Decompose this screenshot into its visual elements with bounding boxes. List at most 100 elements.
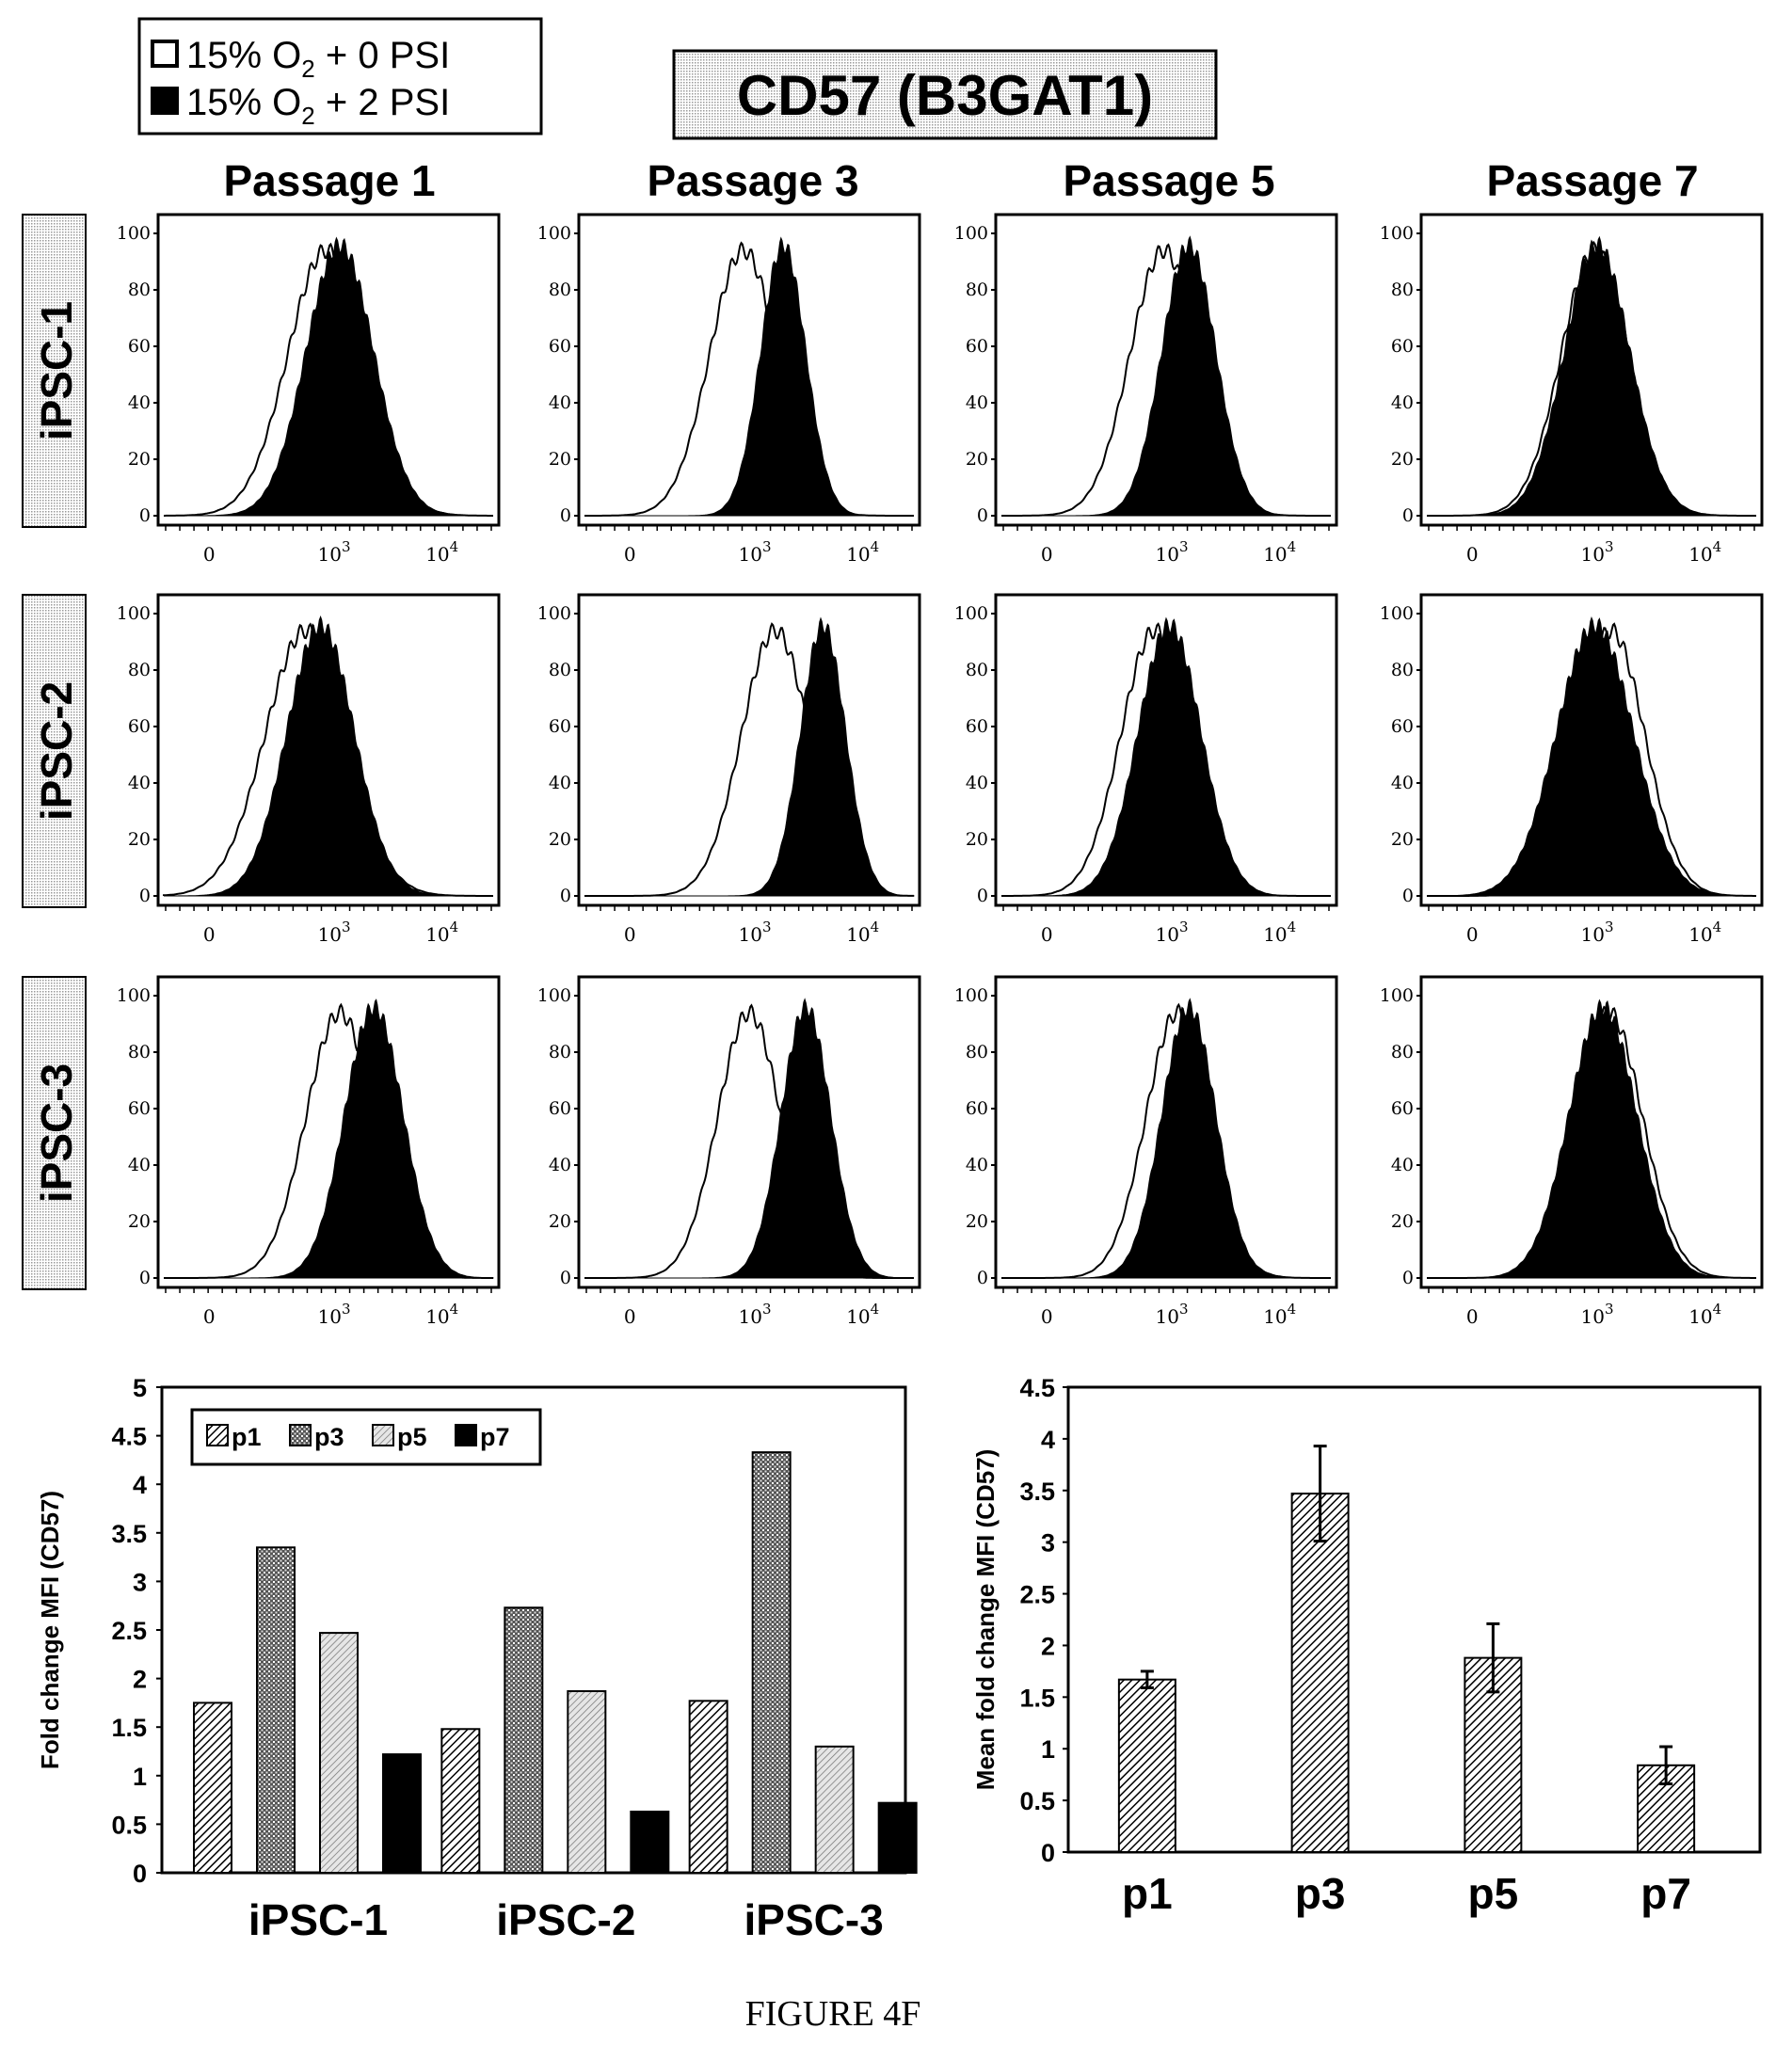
y-tick-label: 1: [133, 1763, 147, 1791]
x-tick-base: 10: [425, 923, 449, 946]
bar-p3: [751, 1451, 792, 1875]
histogram-open: [1001, 622, 1331, 897]
bar-p7: [630, 1810, 670, 1875]
y-tick-label: 80: [966, 1042, 988, 1062]
y-tick-label: 0: [977, 886, 988, 906]
x-tick-label: 0: [203, 1305, 216, 1328]
x-tick-exp: 4: [1713, 919, 1722, 935]
y-tick-label: 2.5: [1019, 1581, 1055, 1609]
mean-fold-change-chart: 0 0.5 1 1.5 2 2.5 3 3.5 4 4.5 Mean fold change MFI…: [971, 1374, 1762, 1918]
legend-swatch-p5: [372, 1424, 394, 1446]
x-tick-label: 104: [1688, 1301, 1721, 1328]
row-header-label: iPSC-3: [32, 1063, 81, 1203]
y-tick-label: 0: [977, 1268, 988, 1288]
x-category-label: p7: [1640, 1869, 1691, 1918]
x-tick-label: 103: [1581, 1301, 1614, 1328]
bar-p1: [193, 1702, 232, 1875]
y-tick-label: 20: [549, 829, 571, 850]
histogram-open: [584, 241, 914, 517]
y-tick-label: 3: [133, 1568, 147, 1596]
x-tick-exp: 4: [871, 1301, 880, 1318]
y-tick-label: 1.5: [111, 1714, 147, 1742]
x-tick-base: 0: [624, 923, 636, 946]
x-tick-label: 0: [1041, 1305, 1053, 1328]
x-tick-base: 0: [1466, 923, 1479, 946]
x-tick-label: 0: [1466, 923, 1479, 946]
y-tick-label: 40: [549, 773, 571, 793]
y-tick-label: 40: [128, 392, 151, 413]
y-tick-label: 20: [128, 449, 151, 470]
x-tick-exp: 3: [342, 1301, 351, 1318]
legend-swatch-p3: [289, 1424, 312, 1446]
histogram-filled: [1427, 616, 1757, 897]
x-tick-label: 104: [1263, 538, 1296, 566]
x-tick-base: 0: [203, 923, 216, 946]
x-tick-base: 0: [203, 543, 216, 566]
x-tick-exp: 3: [1605, 538, 1614, 555]
x-tick-label: 0: [1466, 543, 1479, 566]
bar-p7: [877, 1801, 918, 1875]
y-tick-label: 0: [1402, 886, 1414, 906]
bar-p5: [567, 1690, 607, 1874]
x-tick-label: 103: [318, 1301, 351, 1328]
x-tick-exp: 4: [450, 538, 459, 555]
row-header-box: [22, 594, 87, 908]
x-tick-exp: 3: [1179, 919, 1189, 935]
y-tick-label: 40: [966, 773, 988, 793]
legend-label-p5: p5: [397, 1423, 427, 1451]
y-tick-label: 80: [1391, 280, 1414, 300]
y-tick-label: 40: [549, 1155, 571, 1175]
x-tick-base: 10: [846, 923, 870, 946]
y-tick-label: 80: [128, 280, 151, 300]
y-tick-label: 0: [560, 505, 571, 526]
y-tick-label: 3: [1041, 1529, 1055, 1558]
histogram-open: [164, 242, 493, 517]
legend-swatch-p1: [206, 1424, 229, 1446]
x-tick-exp: 3: [762, 919, 772, 935]
x-category-label: iPSC-3: [744, 1895, 884, 1944]
y-tick-label: 80: [1391, 1042, 1414, 1062]
x-tick-exp: 4: [1713, 538, 1722, 555]
x-tick-exp: 4: [450, 1301, 459, 1318]
legend-label-p3: p3: [314, 1423, 344, 1451]
y-tick-label: 40: [549, 392, 571, 413]
y-tick-label: 4.5: [111, 1423, 147, 1451]
bar-p1: [688, 1700, 728, 1875]
y-tick-label: 100: [1380, 223, 1414, 244]
x-tick-label: 103: [318, 919, 351, 946]
bar-legend: p1 p3 p5 p7: [190, 1408, 542, 1466]
x-tick-base: 10: [1263, 923, 1287, 946]
x-tick-base: 10: [846, 543, 870, 566]
marker-title: CD57 (B3GAT1): [737, 64, 1153, 127]
x-tick-base: 0: [1041, 923, 1053, 946]
x-tick-base: 10: [318, 1305, 342, 1328]
legend-label-open: 15% O2 + 0 PSI: [186, 35, 450, 83]
y-tick-label: 4: [1041, 1426, 1055, 1454]
legend-label-filled: 15% O2 + 2 PSI: [186, 82, 450, 130]
top-legend: 15% O2 + 0 PSI 15% O2 + 2 PSI: [137, 17, 543, 136]
y-tick-label: 60: [128, 1098, 151, 1119]
y-tick-label: 60: [128, 716, 151, 737]
x-tick-label: 0: [203, 923, 216, 946]
x-tick-exp: 4: [1288, 1301, 1297, 1318]
marker-title-frame: [672, 49, 1218, 140]
x-tick-base: 10: [1688, 923, 1712, 946]
x-tick-base: 10: [1688, 1305, 1712, 1328]
histogram-open: [584, 1003, 914, 1279]
histogram-open: [584, 622, 914, 897]
x-tick-label: 0: [624, 923, 636, 946]
x-tick-label: 0: [203, 543, 216, 566]
y-tick-label: 5: [133, 1374, 147, 1402]
y-tick-label: 60: [1391, 716, 1414, 737]
bar-p5: [814, 1745, 855, 1874]
y-tick-label: 0: [560, 1268, 571, 1288]
x-tick-label: 0: [1041, 923, 1053, 946]
y-tick-label: 40: [1391, 773, 1414, 793]
